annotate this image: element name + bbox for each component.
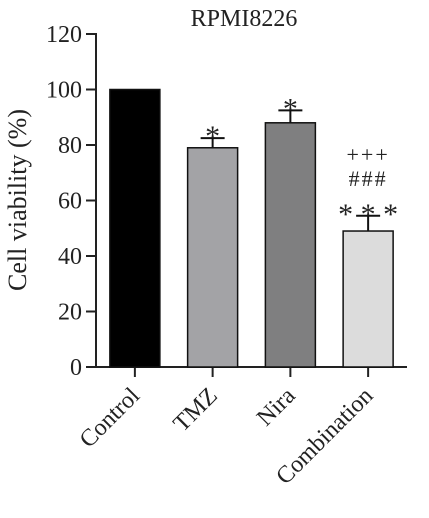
significance-label: *: [283, 92, 298, 125]
bars: * * * * * ###+++: [109, 88, 398, 368]
y-tick-label: 60: [58, 189, 82, 215]
chart-title: RPMI8226: [191, 6, 298, 32]
y-tick-label: 80: [58, 133, 82, 159]
significance-label: *: [205, 120, 220, 153]
significance-label: +++: [347, 142, 390, 167]
bar: [342, 230, 394, 368]
x-tick-label: TMZ: [169, 383, 223, 437]
y-axis-label: Cell viability (%): [3, 109, 32, 291]
x-tick-label: Control: [75, 383, 145, 453]
y-axis: 0 20 40 60 80 100 120: [46, 22, 97, 381]
y-tick-label: 0: [70, 355, 82, 381]
x-tick-label: Nira: [252, 383, 301, 432]
y-tick-label: 100: [46, 78, 82, 104]
significance-label: * * *: [338, 198, 398, 231]
y-tick-label: 20: [58, 300, 82, 326]
bar: [264, 122, 317, 368]
y-tick-label: 40: [58, 244, 82, 270]
bar: [186, 147, 239, 368]
bar: [109, 88, 161, 368]
y-tick-label: 120: [46, 22, 82, 48]
significance-label: ###: [349, 166, 388, 191]
